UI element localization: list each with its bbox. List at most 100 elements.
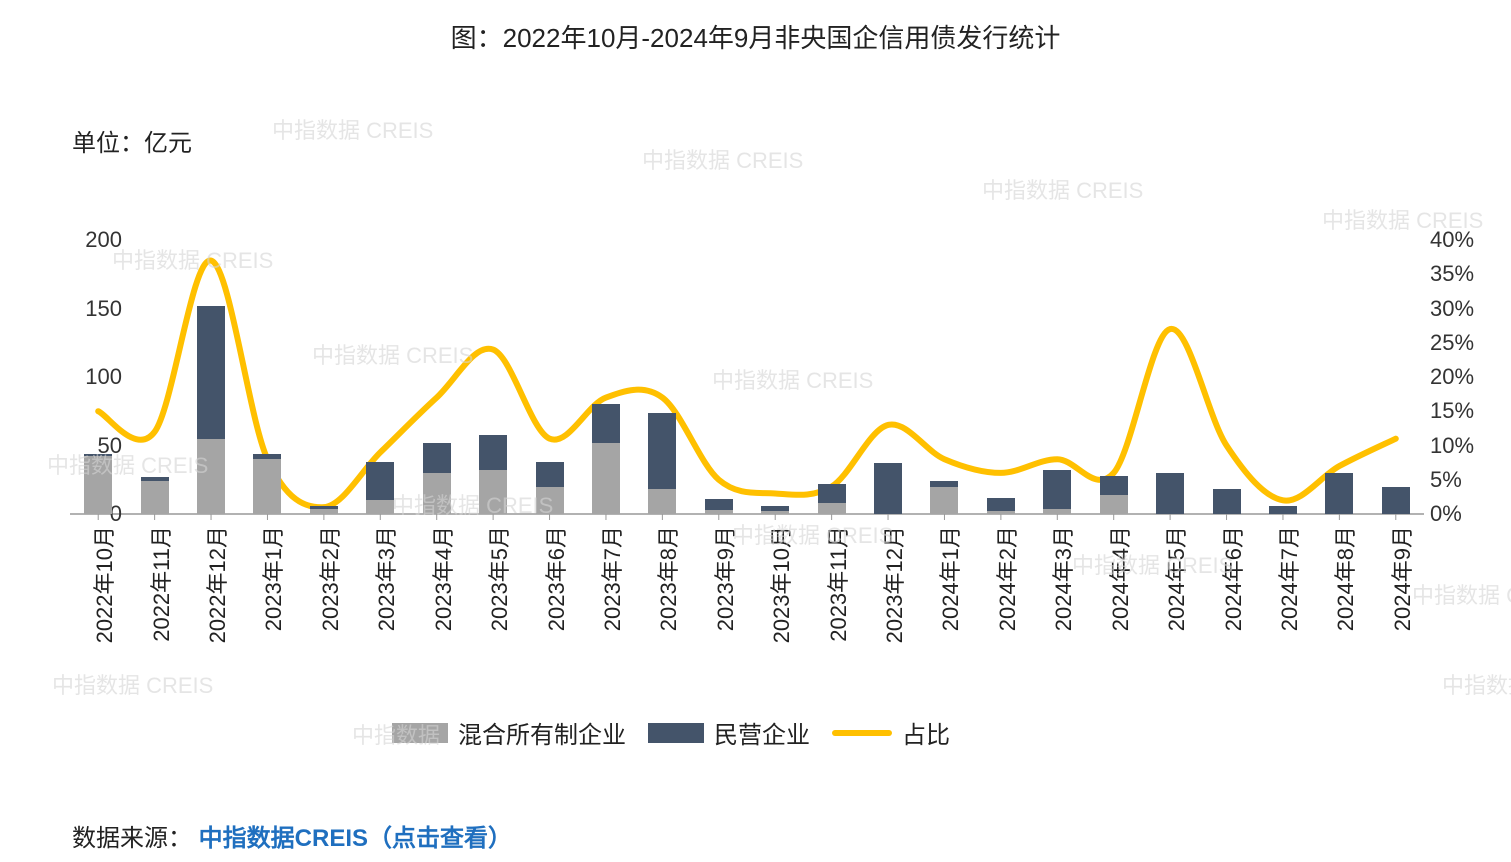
x-category-label: 2023年11月	[821, 526, 853, 642]
bar-private	[366, 462, 394, 500]
legend-label: 民营企业	[714, 715, 810, 750]
bar-mixed	[479, 470, 507, 514]
watermark: 中指数据 CREIS	[272, 113, 433, 145]
source-link[interactable]: 中指数据CREIS（点击查看）	[199, 825, 512, 852]
watermark: 中指数据 CREIS	[1412, 578, 1511, 610]
y-right-tick: 35%	[1430, 261, 1500, 287]
x-category-label: 2023年9月	[708, 526, 740, 631]
y-right-tick: 30%	[1430, 296, 1500, 322]
x-category-label: 2023年1月	[256, 526, 288, 631]
bar-private	[84, 454, 112, 457]
bar-private	[930, 481, 958, 486]
watermark: 中指数据 CREIS	[642, 143, 803, 175]
watermark: 中指数据 CREIS	[982, 173, 1143, 205]
bar-mixed	[761, 511, 789, 514]
bar-private	[874, 463, 902, 514]
x-category-label: 2023年3月	[369, 526, 401, 631]
legend-label: 占比	[902, 715, 950, 750]
bar-private	[1325, 473, 1353, 514]
x-category-label: 2024年9月	[1385, 526, 1417, 631]
legend-label: 混合所有制企业	[458, 715, 626, 750]
x-category-label: 2024年4月	[1103, 526, 1135, 631]
legend-item-mixed: 混合所有制企业	[392, 715, 626, 750]
x-category-label: 2023年7月	[595, 526, 627, 631]
bar-private	[818, 484, 846, 503]
x-category-label: 2023年4月	[426, 526, 458, 631]
bar-mixed	[1043, 509, 1071, 514]
bar-private	[705, 499, 733, 510]
legend-item-line: 占比	[832, 715, 950, 750]
bar-mixed	[84, 456, 112, 514]
bar-private	[536, 462, 564, 487]
bar-private	[197, 306, 225, 439]
watermark: 中指数据 CREIS	[52, 668, 213, 700]
bar-mixed	[1100, 495, 1128, 514]
watermark: 中指数据	[1442, 668, 1511, 700]
bar-private	[1043, 470, 1071, 508]
bar-mixed	[705, 510, 733, 514]
bar-mixed	[366, 500, 394, 514]
bar-private	[987, 498, 1015, 512]
legend-swatch-bar-icon	[392, 723, 448, 743]
bar-private	[1213, 489, 1241, 514]
y-right-tick: 40%	[1430, 227, 1500, 253]
bar-private	[761, 506, 789, 511]
y-right-tick: 15%	[1430, 398, 1500, 424]
y-right-tick: 25%	[1430, 330, 1500, 356]
bar-private	[423, 443, 451, 473]
bar-mixed	[648, 489, 676, 514]
ratio-line	[98, 260, 1396, 507]
x-category-label: 2024年1月	[933, 526, 965, 631]
bar-private	[1156, 473, 1184, 514]
x-category-label: 2024年6月	[1216, 526, 1248, 631]
chart-plot-area: 0501001502000%5%10%15%20%25%30%35%40%202…	[70, 240, 1424, 514]
x-category-label: 2024年8月	[1328, 526, 1360, 631]
bar-private	[253, 454, 281, 459]
bar-mixed	[423, 473, 451, 514]
y-left-tick: 100	[62, 364, 122, 390]
y-right-tick: 10%	[1430, 433, 1500, 459]
bar-private	[648, 413, 676, 490]
x-category-label: 2024年5月	[1159, 526, 1191, 631]
watermark: 中指数据 CREIS	[732, 518, 893, 550]
bar-private	[310, 506, 338, 509]
legend-swatch-bar-icon	[648, 723, 704, 743]
bar-private	[1100, 476, 1128, 495]
x-category-label: 2024年3月	[1046, 526, 1078, 631]
legend-swatch-line-icon	[832, 730, 892, 736]
bar-mixed	[310, 509, 338, 514]
bar-private	[141, 477, 169, 481]
bar-mixed	[987, 511, 1015, 514]
y-left-tick: 150	[62, 296, 122, 322]
y-right-tick: 0%	[1430, 501, 1500, 527]
bar-private	[1269, 506, 1297, 514]
bar-mixed	[536, 487, 564, 514]
y-right-tick: 5%	[1430, 467, 1500, 493]
bar-mixed	[253, 459, 281, 514]
source-prefix: 数据来源：	[72, 825, 192, 852]
bar-private	[479, 435, 507, 471]
x-category-label: 2023年5月	[482, 526, 514, 631]
x-category-label: 2022年12月	[200, 526, 232, 643]
bar-mixed	[592, 443, 620, 514]
x-category-label: 2023年2月	[313, 526, 345, 631]
x-category-label: 2024年7月	[1272, 526, 1304, 631]
bar-mixed	[818, 503, 846, 514]
x-category-label: 2023年10月	[764, 526, 796, 643]
watermark: 中指数据 CREIS	[1072, 548, 1233, 580]
bar-private	[592, 404, 620, 442]
x-category-label: 2023年8月	[651, 526, 683, 631]
bar-mixed	[930, 487, 958, 514]
chart-title: 图：2022年10月-2024年9月非央国企信用债发行统计	[12, 18, 1499, 55]
unit-label: 单位：亿元	[72, 123, 192, 158]
data-source: 数据来源： 中指数据CREIS（点击查看）	[72, 818, 512, 853]
x-category-label: 2022年10月	[87, 526, 119, 643]
bar-private	[1382, 487, 1410, 514]
x-category-label: 2023年12月	[877, 526, 909, 643]
x-category-label: 2023年6月	[539, 526, 571, 631]
y-right-tick: 20%	[1430, 364, 1500, 390]
chart-legend: 混合所有制企业 民营企业 占比	[392, 715, 950, 750]
x-category-label: 2022年11月	[144, 526, 176, 642]
y-left-tick: 200	[62, 227, 122, 253]
legend-item-private: 民营企业	[648, 715, 810, 750]
